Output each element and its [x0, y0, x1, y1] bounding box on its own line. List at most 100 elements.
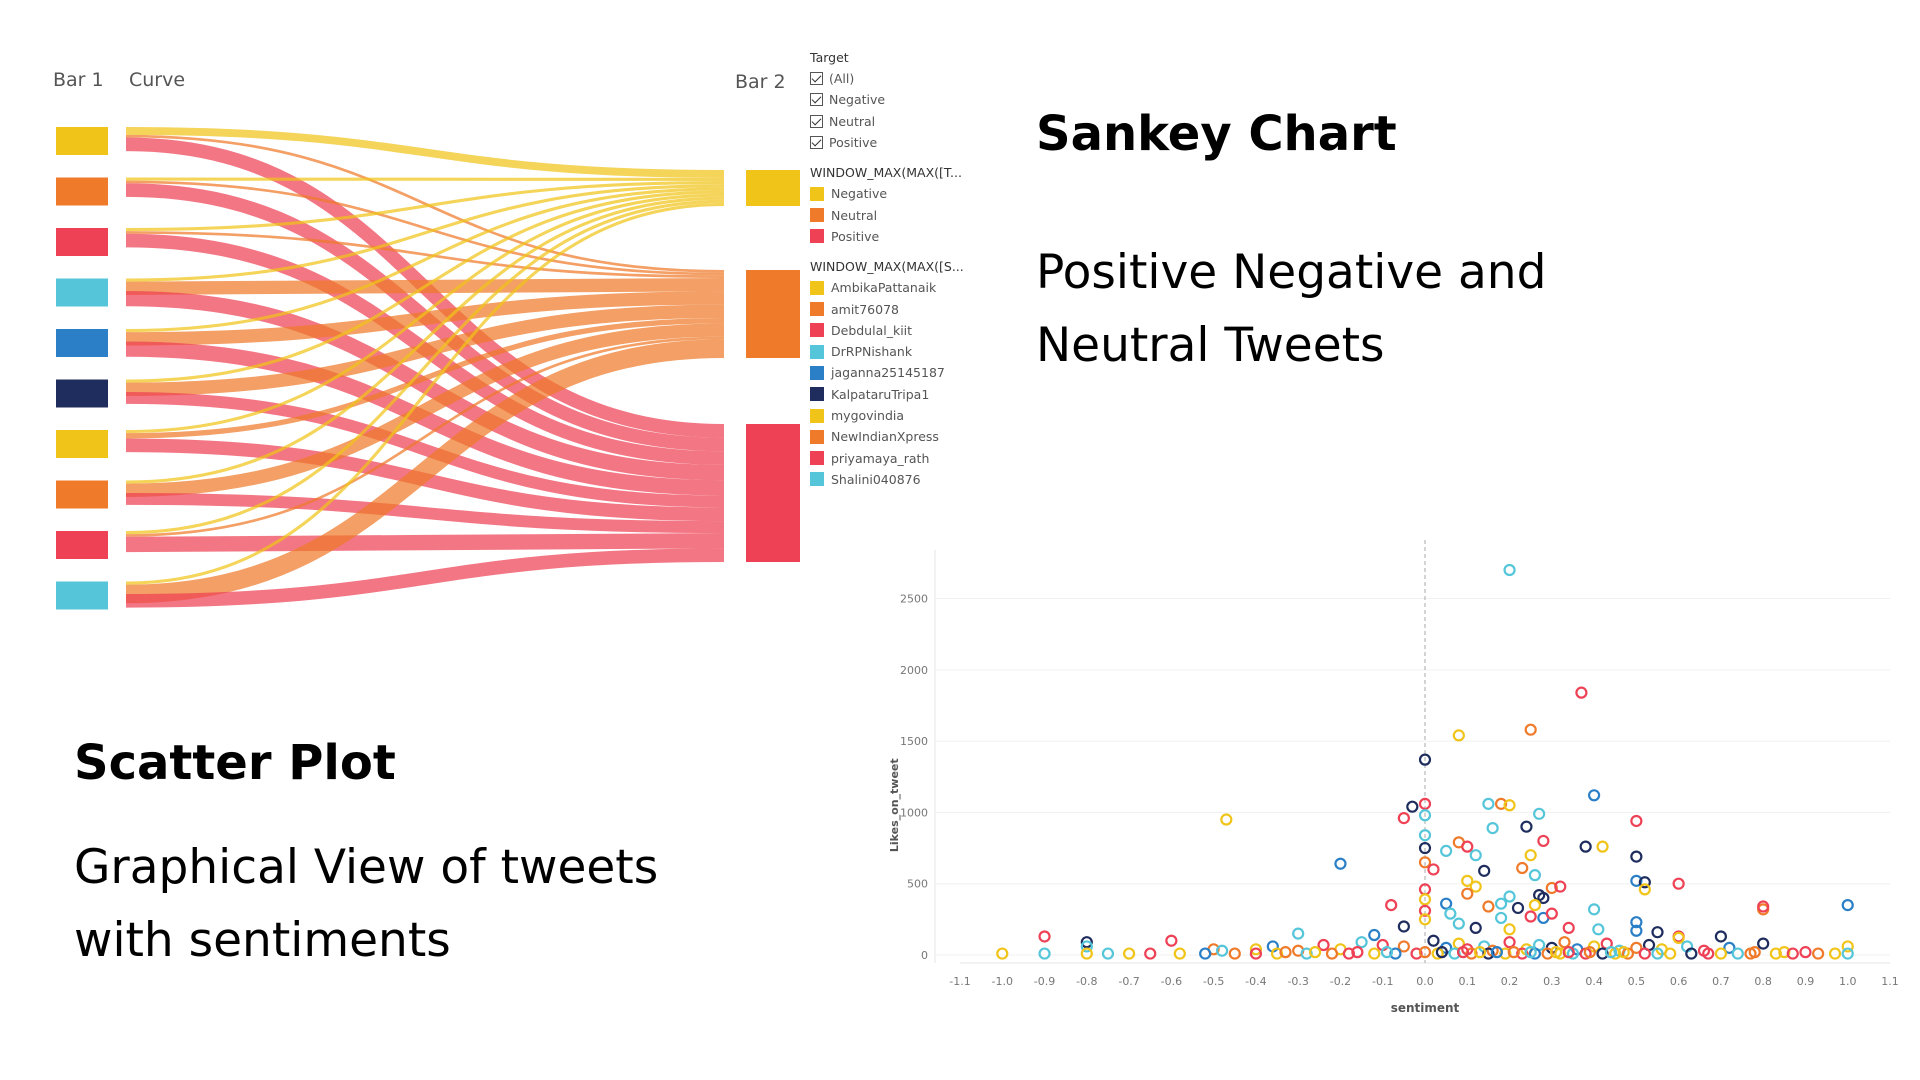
target-filter-option[interactable]: Neutral [810, 111, 964, 132]
scatter-point [1249, 943, 1263, 956]
sankey-link [125, 180, 725, 232]
scatter-point [1440, 897, 1453, 910]
legend-item: AmbikaPattanaik [810, 277, 964, 298]
scatter-point [1533, 807, 1546, 820]
x-tick-label: 0.6 [1670, 975, 1688, 988]
scatter-point [1482, 900, 1495, 913]
scatter-point [1841, 940, 1854, 953]
scatter-point [1672, 931, 1685, 944]
bar1-header: Bar 1 [53, 69, 104, 91]
sankey-link [125, 336, 725, 537]
scatter-point [1418, 797, 1432, 810]
sankey-source-bar [56, 379, 108, 408]
scatter-subtitle-line1: Graphical View of tweets [74, 840, 659, 895]
scatter-point [1418, 913, 1432, 926]
scatter-point [1469, 921, 1482, 935]
legend-swatch [810, 472, 824, 487]
scatter-gridlines [934, 550, 1890, 964]
scatter-point [1549, 946, 1563, 959]
scatter-point [1482, 947, 1495, 960]
scatter-point [1122, 947, 1136, 960]
scatter-point [1440, 844, 1453, 858]
x-tick-label: 0.8 [1754, 975, 1772, 988]
scatter-point [1317, 938, 1330, 952]
legend-item: priyamaya_rath [810, 447, 964, 468]
scatter-point [1841, 947, 1854, 960]
scatter-point [1664, 947, 1677, 960]
window1-legend-title: WINDOW_MAX(MAX([T... [810, 165, 962, 181]
sankey-link [125, 193, 725, 434]
checkbox-icon[interactable] [810, 136, 823, 150]
scatter-point [1554, 880, 1567, 893]
scatter-point [1300, 947, 1313, 960]
legend-swatch [810, 229, 824, 244]
scatter-point [1685, 947, 1698, 960]
y-tick-label: 2000 [900, 664, 928, 677]
x-tick-label: -0.6 [1161, 975, 1182, 988]
scatter-point [1406, 800, 1419, 813]
target-filter-option[interactable]: Negative [810, 89, 964, 110]
target-filter-label: Negative [829, 92, 886, 108]
scatter-point [1596, 840, 1609, 853]
scatter-point [1494, 897, 1508, 910]
scatter-point [1418, 893, 1432, 906]
sankey-link [125, 291, 725, 346]
checkbox-icon[interactable] [810, 72, 823, 86]
sankey-link [125, 196, 725, 484]
sankey-link [125, 341, 725, 496]
legend-label: jaganna25145187 [831, 365, 945, 381]
scatter-point [1503, 890, 1516, 903]
x-tick-label: 0.7 [1712, 975, 1730, 988]
scatter-point [1524, 946, 1537, 959]
sankey-source-bar [56, 278, 108, 307]
legend-item: mygovindia [810, 405, 964, 426]
scatter-point [996, 947, 1009, 960]
scatter-point [1596, 947, 1609, 960]
checkbox-icon[interactable] [810, 114, 823, 128]
sankey-link [125, 548, 725, 608]
legend-swatch [810, 186, 824, 201]
scatter-point [1744, 947, 1757, 960]
sankey-link [125, 202, 725, 585]
legend-item: amit76078 [810, 298, 964, 319]
scatter-point [1385, 898, 1398, 912]
target-filter-option[interactable]: Positive [810, 132, 964, 153]
scatter-point [1144, 947, 1157, 960]
sankey-link [125, 199, 725, 535]
scatter-point [1545, 881, 1558, 895]
scatter-point [1444, 907, 1457, 920]
scatter-point [1486, 821, 1499, 835]
legend-item: Debdulal_kiit [810, 320, 964, 341]
scatter-point [1545, 907, 1558, 920]
scatter-point [1279, 946, 1292, 959]
scatter-point [1630, 924, 1643, 937]
target-filter-title: Target [810, 50, 849, 65]
scatter-point [1469, 880, 1482, 893]
legend-item: NewIndianXpress [810, 426, 964, 447]
legend-label: priyamaya_rath [831, 450, 930, 466]
scatter-point [1101, 947, 1115, 960]
sankey-links [125, 126, 725, 608]
target-filter-option[interactable]: (All) [810, 68, 964, 89]
checkbox-icon[interactable] [810, 93, 823, 107]
scatter-point [1334, 857, 1347, 870]
sankey-link [125, 391, 725, 508]
scatter-point [1503, 923, 1516, 936]
sankey-link [125, 290, 725, 481]
sankey-source-bar [56, 430, 108, 458]
x-tick-label: 0.1 [1459, 975, 1477, 988]
scatter-point [1579, 840, 1592, 853]
scatter-point [1812, 947, 1825, 960]
scatter-point [1080, 936, 1093, 949]
scatter-point [1651, 947, 1664, 960]
legend-item: Negative [810, 183, 964, 204]
scatter-point [1524, 849, 1537, 862]
x-tick-label: -0.1 [1372, 975, 1393, 988]
legend-label: Negative [831, 186, 888, 202]
sankey-link [125, 126, 725, 178]
x-tick-label: -0.5 [1203, 975, 1224, 988]
scatter-point [1528, 898, 1542, 912]
window2-legend-title: WINDOW_MAX(MAX([S... [810, 259, 964, 275]
legend-item: jaganna25145187 [810, 362, 964, 383]
scatter-point [1630, 941, 1643, 954]
